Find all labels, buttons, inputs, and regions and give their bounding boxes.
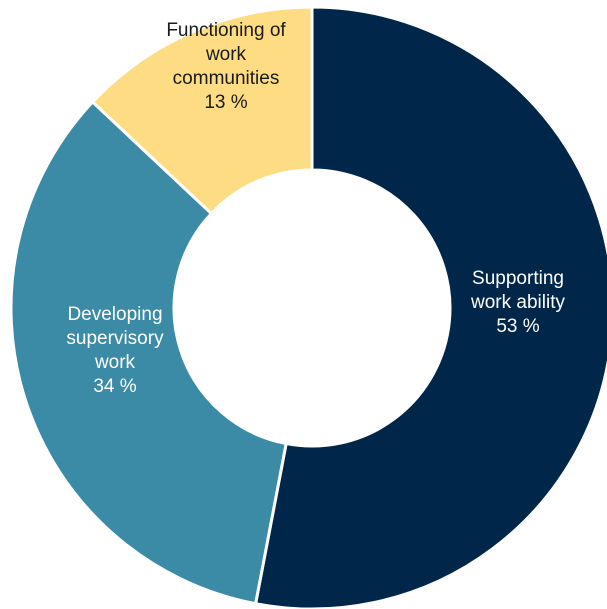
slice-name-line: work <box>94 352 136 373</box>
slice-name-line: Developing <box>67 304 162 325</box>
slice-value-label: 34 % <box>93 376 136 397</box>
slice-name-line: Functioning of <box>166 20 286 41</box>
slice-1 <box>9 99 288 606</box>
slice-label-0: Supporting work ability 53 % <box>470 268 565 337</box>
slice-label-2: Functioning of work communities 13 % <box>166 20 286 113</box>
slice-0 <box>253 5 607 609</box>
slices-layer <box>9 5 607 609</box>
slice-label-1: Developing supervisory work 34 % <box>66 304 164 397</box>
slice-name-line: supervisory <box>66 328 164 349</box>
slice-name-line: work ability <box>470 292 565 313</box>
slice-name-line: work <box>205 44 247 65</box>
slice-value-label: 53 % <box>496 316 539 337</box>
slice-name-line: communities <box>173 68 280 89</box>
labels-layer: Supporting work ability 53 % Developing supe… <box>66 20 565 397</box>
slice-value-label: 13 % <box>204 92 247 113</box>
slice-name-line: Supporting <box>472 268 564 289</box>
slice-2 <box>90 5 314 216</box>
